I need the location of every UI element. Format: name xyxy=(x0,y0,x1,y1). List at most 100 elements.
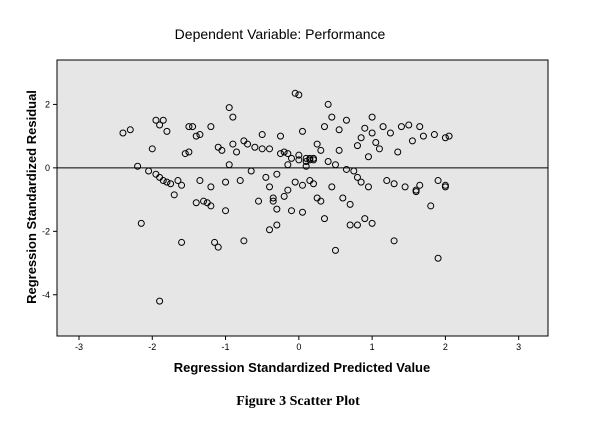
scatter-point xyxy=(196,177,204,185)
y-tick-label: 2 xyxy=(45,99,50,109)
scatter-point xyxy=(189,123,197,131)
scatter-point xyxy=(416,181,424,189)
scatter-point xyxy=(372,138,380,146)
scatter-point xyxy=(328,183,336,191)
scatter-point xyxy=(342,116,350,124)
scatter-point xyxy=(273,205,281,213)
scatter-point xyxy=(331,161,339,169)
scatter-point xyxy=(159,177,167,185)
scatter-point xyxy=(280,192,288,200)
scatter-point xyxy=(368,129,376,137)
scatter-point xyxy=(441,181,449,189)
scatter-point xyxy=(211,238,219,246)
scatter-point xyxy=(324,100,332,108)
scatter-point xyxy=(192,132,200,140)
scatter-point xyxy=(277,150,285,158)
scatter-point xyxy=(280,148,288,156)
scatter-point xyxy=(284,150,292,158)
scatter-point xyxy=(309,154,317,162)
scatter-point xyxy=(284,161,292,169)
scatter-point xyxy=(320,123,328,131)
scatter-point xyxy=(317,197,325,205)
scatter-point xyxy=(353,173,361,181)
scatter-point xyxy=(148,145,156,153)
scatter-point xyxy=(178,238,186,246)
scatter-point xyxy=(266,145,274,153)
y-tick-label: -2 xyxy=(42,226,50,236)
scatter-point xyxy=(218,146,226,154)
scatter-point xyxy=(357,178,365,186)
scatter-point xyxy=(244,140,252,148)
scatter-point xyxy=(299,208,306,216)
scatter-point xyxy=(255,197,263,205)
scatter-point xyxy=(335,126,343,134)
scatter-point xyxy=(361,124,369,132)
scatter-point xyxy=(328,113,336,121)
scatter-point xyxy=(364,183,372,191)
scatter-point xyxy=(229,113,237,121)
scatter-point xyxy=(397,123,405,131)
scatter-point xyxy=(430,131,438,139)
y-axis-label: Regression Standardized Residual xyxy=(24,90,39,304)
scatter-point xyxy=(258,131,266,139)
scatter-point xyxy=(167,180,175,188)
scatter-point xyxy=(240,237,248,245)
scatter-point xyxy=(178,181,186,189)
scatter-point xyxy=(134,162,142,170)
scatter-point xyxy=(185,123,193,131)
scatter-point xyxy=(309,180,317,188)
scatter-point xyxy=(357,134,365,142)
x-axis-ticks: -3 -2 -1 0 1 2 3 xyxy=(75,336,521,352)
scatter-point xyxy=(258,145,266,153)
scatter-point xyxy=(247,167,255,175)
scatter-point xyxy=(313,140,321,148)
x-tick-label: -2 xyxy=(148,342,156,352)
scatter-point xyxy=(390,180,398,188)
scatter-point xyxy=(353,142,361,150)
scatter-point xyxy=(233,148,241,156)
x-tick-label: 1 xyxy=(370,342,375,352)
scatter-point xyxy=(225,104,233,112)
scatter-point xyxy=(331,246,339,254)
scatter-point xyxy=(262,173,270,181)
scatter-point xyxy=(302,162,310,170)
scatter-point xyxy=(156,297,164,305)
x-tick-label: 3 xyxy=(516,342,521,352)
scatter-point xyxy=(379,123,387,131)
data-points xyxy=(119,89,453,305)
scatter-point xyxy=(346,200,354,208)
y-tick-label: 0 xyxy=(45,163,50,173)
scatter-point xyxy=(152,116,160,124)
scatter-point xyxy=(156,121,164,129)
scatter-point xyxy=(408,137,416,145)
x-tick-label: -1 xyxy=(222,342,230,352)
scatter-point xyxy=(405,121,413,129)
scatter-point xyxy=(361,215,369,223)
scatter-point xyxy=(222,178,230,186)
y-axis-ticks: 2 0 -2 -4 xyxy=(42,99,57,300)
plot-area xyxy=(56,59,549,337)
scatter-point xyxy=(288,154,296,162)
scatter-point xyxy=(401,183,409,191)
scatter-point xyxy=(126,126,134,134)
x-tick-label: 0 xyxy=(296,342,301,352)
x-axis-label: Regression Standardized Predicted Value xyxy=(174,360,430,375)
scatter-point xyxy=(386,129,394,137)
scatter-point xyxy=(266,226,274,234)
scatter-point xyxy=(207,202,215,210)
scatter-point xyxy=(192,199,200,207)
scatter-point xyxy=(295,151,303,159)
y-tick-label: -4 xyxy=(42,290,50,300)
scatter-point xyxy=(342,165,350,173)
scatter-point xyxy=(196,131,204,139)
scatter-point xyxy=(236,177,244,185)
scatter-point xyxy=(375,145,383,153)
scatter-point xyxy=(346,221,354,229)
scatter-point xyxy=(145,167,153,175)
scatter-point xyxy=(350,167,358,175)
scatter-point xyxy=(383,177,391,185)
scatter-point xyxy=(207,123,215,131)
scatter-point xyxy=(434,177,442,185)
figure-caption: Figure 3 Scatter Plot xyxy=(236,394,360,409)
scatter-point xyxy=(320,215,328,223)
